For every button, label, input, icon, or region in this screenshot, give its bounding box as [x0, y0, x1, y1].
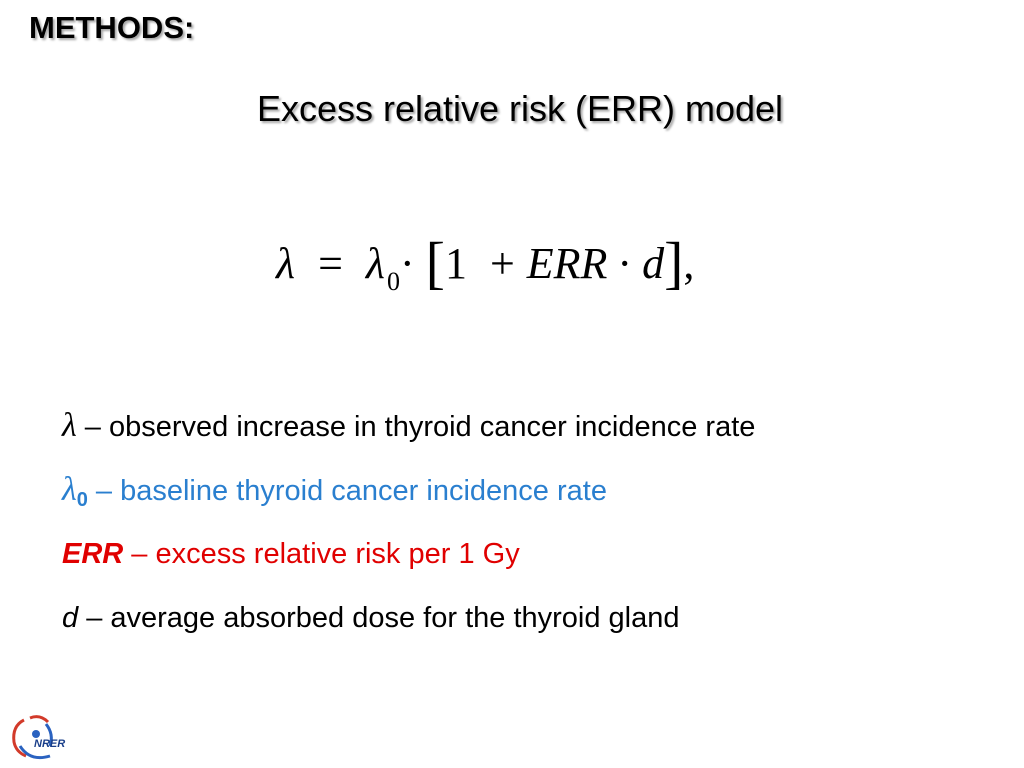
definition-d: d – average absorbed dose for the thyroi…: [62, 598, 755, 662]
formula-d: d: [642, 239, 665, 288]
formula-comma: ,: [683, 239, 695, 288]
definition-text-lambda0: – baseline thyroid cancer incidence rate: [95, 475, 607, 507]
formula-plus: +: [489, 239, 515, 288]
formula-dot-2: ·: [617, 239, 633, 288]
formula-equals: =: [318, 239, 343, 288]
definition-text-d: – average absorbed dose for the thyroid …: [78, 602, 680, 634]
err-formula: λ = λ0· [1 + ERR · d],: [276, 230, 695, 295]
definition-lambda: λ – observed increase in thyroid cancer …: [62, 406, 755, 470]
definition-symbol-d: d: [62, 602, 79, 634]
definition-text-lambda: – observed increase in thyroid cancer in…: [84, 411, 756, 443]
definition-symbol-lambda: λ: [62, 407, 77, 444]
definition-symbol-err: ERR: [62, 538, 124, 570]
logo-text: NRER: [34, 738, 66, 750]
definition-text-err: – excess relative risk per 1 Gy: [123, 538, 520, 570]
formula-lambda0: λ: [365, 239, 385, 288]
definitions-list: λ – observed increase in thyroid cancer …: [62, 406, 755, 662]
formula-close-bracket: ]: [664, 230, 684, 295]
definition-err: ERR – excess relative risk per 1 Gy: [62, 534, 755, 598]
definition-symbol-lambda0: λ: [62, 471, 77, 508]
formula-lambda0-subscript: 0: [386, 267, 400, 296]
slide-title: Excess relative risk (ERR) model: [256, 88, 784, 129]
formula-one: 1: [444, 239, 467, 288]
nrer-logo-icon: [12, 715, 53, 760]
definition-symbol-lambda0-subscript: 0: [76, 489, 88, 511]
formula-err: ERR: [526, 239, 608, 288]
formula-lambda: λ: [276, 239, 296, 288]
formula-dot-1: ·: [399, 239, 415, 288]
section-heading: METHODS:: [29, 10, 195, 45]
formula-open-bracket: [: [425, 230, 445, 295]
definition-lambda0: λ0 – baseline thyroid cancer incidence r…: [62, 470, 755, 534]
